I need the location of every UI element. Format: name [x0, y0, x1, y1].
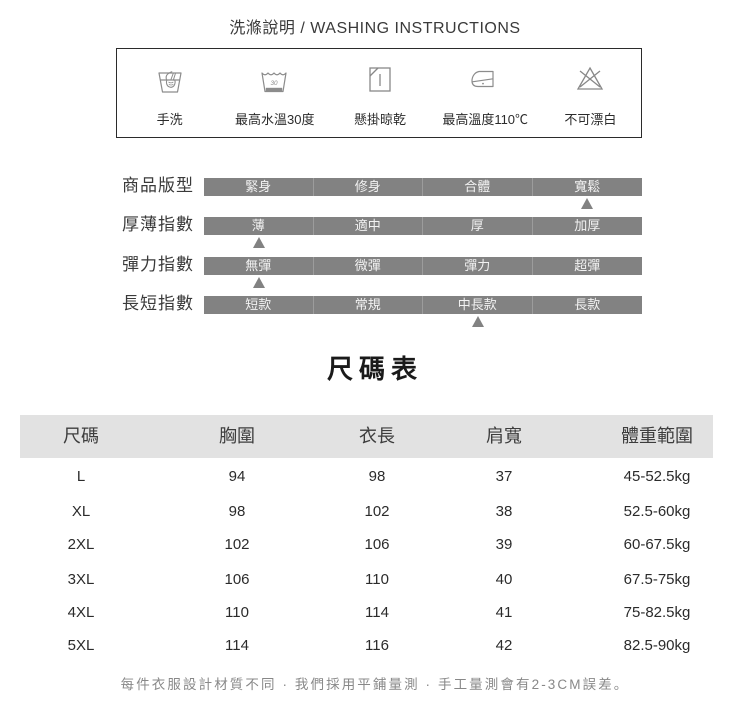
svg-text:30: 30	[270, 80, 278, 87]
